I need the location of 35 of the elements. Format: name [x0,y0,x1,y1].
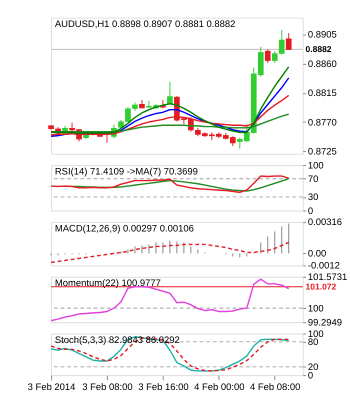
candlestick [264,48,271,64]
y-tick-label: 70 [308,174,318,186]
y-tick-label: 101.5731 [308,272,348,284]
x-tick-label: 4 Feb 08:00 [250,382,300,393]
y-tick-label: 99.2949 [308,317,342,328]
line-series [50,278,290,322]
chart-title: Momentum(22) 100.9777 [54,278,161,290]
line-series [64,178,290,192]
chart-title: MACD(12,26,9) 0.00297 0.00106 [54,223,194,234]
chart-title: RSI(14) 71.4109 ->MA(7) 70.3699 [54,166,198,178]
y-tick-label: 0.8725 [308,146,337,158]
y-tick-label: 0.8905 [308,30,337,41]
y-tick-label: 0 [308,206,314,217]
candlestick [286,32,292,50]
y-tick-label: 30 [308,192,318,204]
y-tick-label: 0.00316 [308,217,342,228]
x-tick-label: 4 Feb 00:00 [194,382,244,393]
candlestick [272,50,278,64]
line-series [50,175,290,194]
x-tick-label: 3 Feb 2014 [28,382,76,393]
chart-title: AUDUSD,H1 0.8898 0.8907 0.8881 0.8882 [54,19,236,30]
y-tick-label: 0.8815 [308,88,337,100]
x-tick-label: 3 Feb 16:00 [138,382,189,393]
y-tick-label: 100 [308,303,324,314]
candlestick [278,29,285,56]
x-tick-label: 3 Feb 08:00 [82,382,133,393]
y-tick-label: 0.8860 [308,58,337,70]
y-tick-label: 80 [308,337,318,348]
y-tick-label: -0.0012 [308,260,340,272]
y-tick-label: 0.8770 [308,117,337,128]
ref-line-label: 0.8882 [306,44,332,54]
y-tick-label: 0.00 [308,248,326,260]
ref-line-label: 101.072 [306,282,337,292]
line-series [50,242,290,264]
y-tick-label: 100 [308,160,324,172]
